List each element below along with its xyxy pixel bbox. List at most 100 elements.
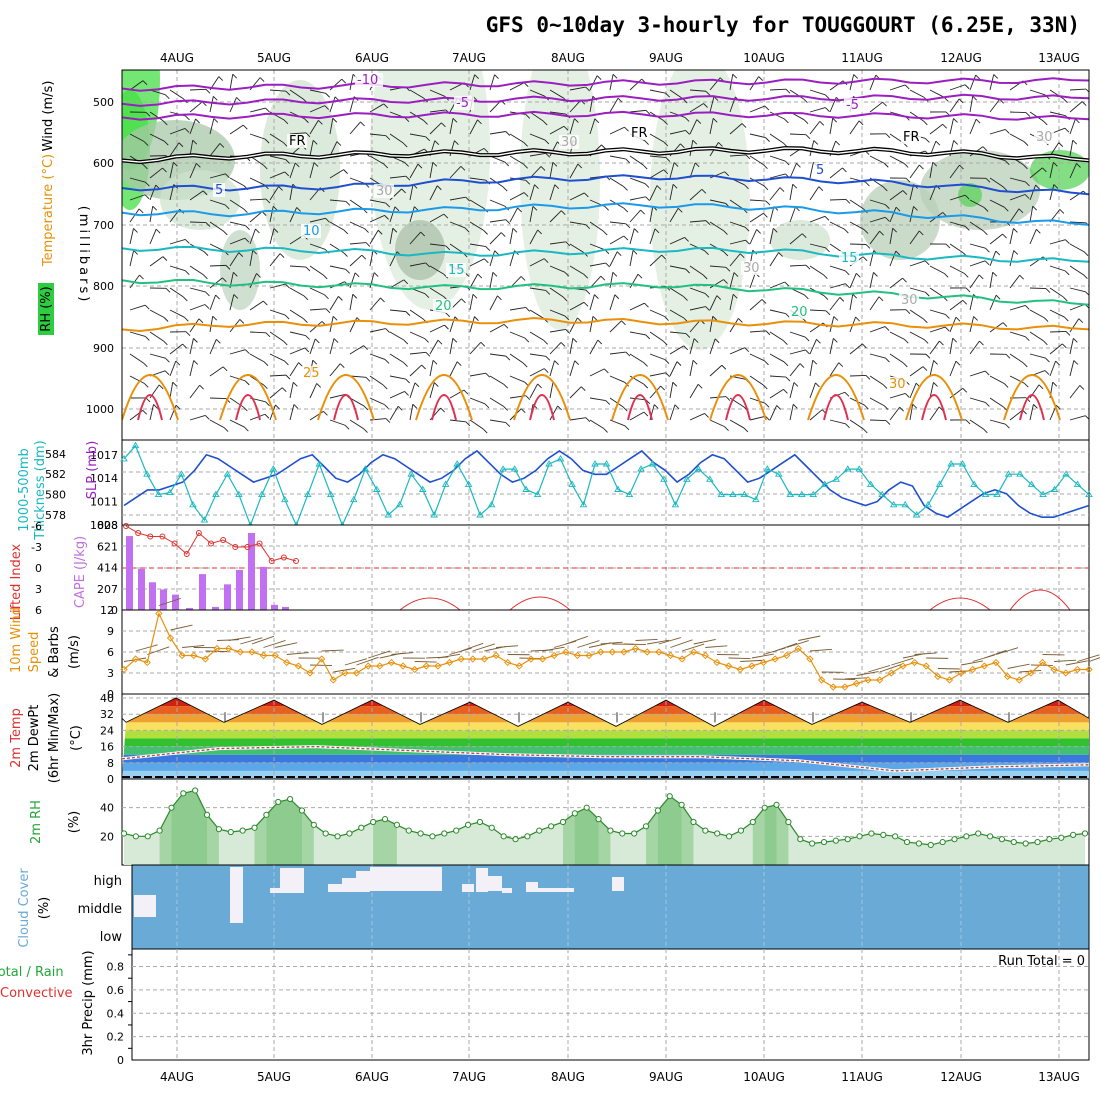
wind-barb-flag <box>560 210 566 215</box>
wind-barb <box>189 88 207 91</box>
date-label: 12AUG <box>940 51 982 65</box>
rh-point <box>963 833 970 840</box>
wind-barb-flag <box>743 427 749 433</box>
wind-barb <box>429 382 435 399</box>
wind-barb-flag <box>483 258 489 264</box>
wind-barb <box>209 118 215 135</box>
wind-barb-flag <box>205 415 210 420</box>
wind-barb <box>289 347 305 355</box>
rh-point <box>856 833 863 840</box>
wind-barb-flag <box>682 98 688 104</box>
wind-barb-flag <box>259 77 265 82</box>
wind-barb <box>689 188 703 201</box>
ylabel-precip: 3hr Precip (mm) <box>81 950 96 1055</box>
wind-barb-flag <box>392 227 398 233</box>
wind-barb-flag <box>232 73 238 79</box>
rh-point <box>453 827 460 834</box>
wind-barb <box>669 287 684 297</box>
wind-barb-flag <box>925 353 931 359</box>
wind-barb <box>889 353 904 364</box>
wind-barb <box>709 364 723 377</box>
thickness-point <box>740 490 749 498</box>
li-tick: 6 <box>35 604 42 617</box>
label-bg <box>741 261 761 275</box>
wind-barb-flag <box>402 142 408 148</box>
wind-barb-flag <box>1065 331 1071 336</box>
wind-barb-flag <box>480 341 486 347</box>
wind-barb <box>649 133 665 143</box>
wind-barb <box>369 250 374 267</box>
li-point <box>135 530 142 536</box>
wind-barb-flag <box>784 160 790 166</box>
wind-barb <box>449 221 466 229</box>
wind-barb-flag <box>264 138 270 144</box>
rh-point <box>915 840 923 847</box>
wind-barb-flag <box>683 296 688 301</box>
date-label: 10AUG <box>743 51 785 65</box>
wind-barb <box>289 382 294 399</box>
rh-point <box>512 836 519 843</box>
wind-barb <box>569 86 586 91</box>
wind-barb <box>489 419 506 424</box>
wind-barb <box>1009 331 1026 338</box>
wind-barb <box>369 328 386 333</box>
thickness-point <box>499 465 507 472</box>
wind-speed-point <box>748 662 756 670</box>
thickness-point <box>970 480 978 487</box>
wind-barb-flag <box>242 406 248 412</box>
wind-barb <box>489 131 506 135</box>
li-point <box>147 533 154 540</box>
wind-barb <box>1009 228 1014 245</box>
wind-barb-flag <box>265 401 270 407</box>
wind-barb <box>549 162 554 179</box>
wind-barb-flag <box>264 413 270 419</box>
wind-barb-flag <box>143 164 148 170</box>
wind-barb <box>809 243 826 249</box>
wind-barb <box>769 405 778 421</box>
wind-speed-point <box>131 655 140 663</box>
wind-barb-flag <box>523 163 529 169</box>
wind-barb-flag <box>623 207 629 213</box>
wind-barb <box>789 363 801 377</box>
wind-barb-flag <box>244 426 249 432</box>
wind-barb-flag <box>405 311 411 316</box>
date-label: 4AUG <box>160 1070 194 1084</box>
wind-barb <box>549 125 565 135</box>
wind-barb <box>629 155 644 166</box>
wind-barb-flag <box>718 142 723 147</box>
wind-barb <box>729 318 739 333</box>
wind-barb-flag <box>361 254 367 260</box>
contour-label: 30 <box>889 377 906 392</box>
thickness-point <box>177 470 186 477</box>
wind-barb <box>549 360 555 377</box>
wind-barb <box>169 239 186 245</box>
rh-blob <box>520 70 600 330</box>
ylabel-barbs: & Barbs <box>47 626 62 678</box>
rh-point <box>334 833 341 840</box>
thickness-point <box>614 485 622 492</box>
wind-barb-flag <box>143 141 149 146</box>
wind-barb <box>589 243 606 251</box>
wind-barb <box>1029 404 1034 421</box>
wind-barb <box>269 387 283 399</box>
wind-barb-flag <box>785 88 791 94</box>
wind-barb <box>569 118 575 135</box>
wind-barb <box>469 419 484 430</box>
wind-barb <box>449 243 464 254</box>
wind-barb-flag <box>862 256 868 262</box>
wind-barb <box>429 265 445 275</box>
wind-barb-flag <box>162 120 168 126</box>
wind-barb <box>229 237 246 245</box>
wind-barb-flag <box>162 256 168 261</box>
wind-speed-point <box>841 683 849 691</box>
wind-barb-flag <box>441 122 446 128</box>
wind-barb <box>689 103 704 113</box>
wind-barb-flag <box>365 377 371 382</box>
wind-barb-flag <box>1005 423 1010 429</box>
rh-blob <box>650 70 750 350</box>
rh-point <box>192 787 199 794</box>
wind-barb <box>249 77 261 91</box>
rh-point <box>120 830 128 837</box>
ylabel-cape: CAPE (J/kg) <box>73 536 88 608</box>
wind-barb-flag <box>758 76 763 81</box>
